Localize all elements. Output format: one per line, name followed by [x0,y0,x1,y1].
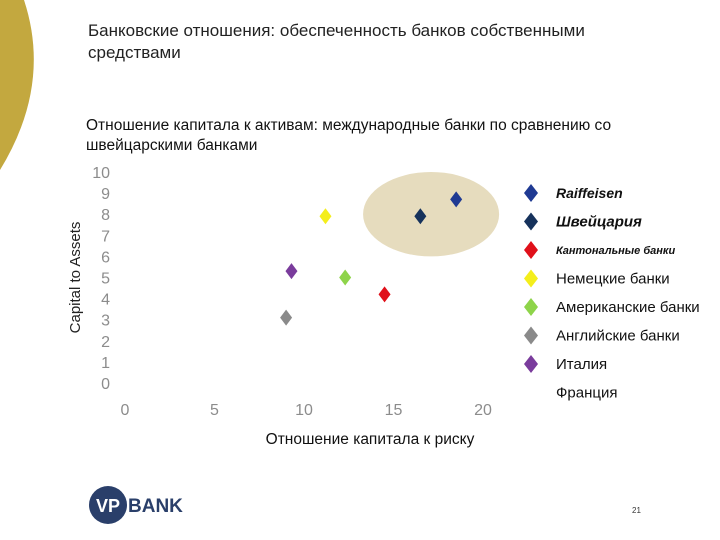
legend-label: Швейцария [556,214,642,231]
page-number: 21 [632,506,641,515]
y-tick-label: 0 [101,376,110,393]
legend-label: Немецкие банки [556,271,670,288]
legend-marker [524,269,538,288]
svg-text:VP: VP [96,496,120,516]
y-tick-label: 4 [101,292,110,309]
y-tick-label: 9 [101,186,110,203]
data-point [414,208,427,225]
chart-title: Отношение капитала к активам: международ… [86,117,612,154]
legend-label: Английские банки [556,328,680,345]
y-tick-label: 6 [101,249,110,266]
legend-marker [524,184,538,202]
data-point [339,269,352,286]
data-point [280,309,293,326]
x-tick-label: 5 [210,402,219,419]
vpbank-logo: VP BANK [89,486,183,524]
svg-text:BANK: BANK [128,496,183,517]
legend-marker [524,298,538,316]
y-tick-label: 5 [101,271,110,288]
legend-marker [524,326,538,345]
y-tick-label: 8 [101,207,110,224]
legend-marker [524,241,538,259]
y-axis-label: Capital to Assets [67,222,84,334]
x-tick-label: 10 [295,402,313,419]
x-tick-label: 20 [474,402,492,419]
legend-label: Американские банки [556,299,700,316]
y-tick-label: 7 [101,228,110,245]
decorative-arc [0,0,34,170]
legend-label: Франция [556,385,617,402]
y-tick-label: 10 [92,165,110,182]
highlight-ellipse [363,172,500,257]
x-tick-label: 0 [121,402,130,419]
legend-marker [524,355,538,373]
slide-title: Банковские отношения: обеспеченность бан… [88,21,585,62]
data-point [285,263,298,280]
legend-label: Кантональные банки [556,245,676,257]
data-point [378,286,391,303]
y-tick-label: 2 [101,334,110,351]
legend-marker [524,212,538,231]
y-tick-label: 1 [101,355,110,372]
legend-label: Италия [556,356,607,373]
data-point [450,191,463,208]
x-tick-label: 15 [385,402,403,419]
legend-label: Raiffeisen [556,185,623,201]
x-axis-label: Отношение капитала к риску [266,431,475,448]
y-tick-label: 3 [101,313,110,330]
data-point [319,208,332,225]
